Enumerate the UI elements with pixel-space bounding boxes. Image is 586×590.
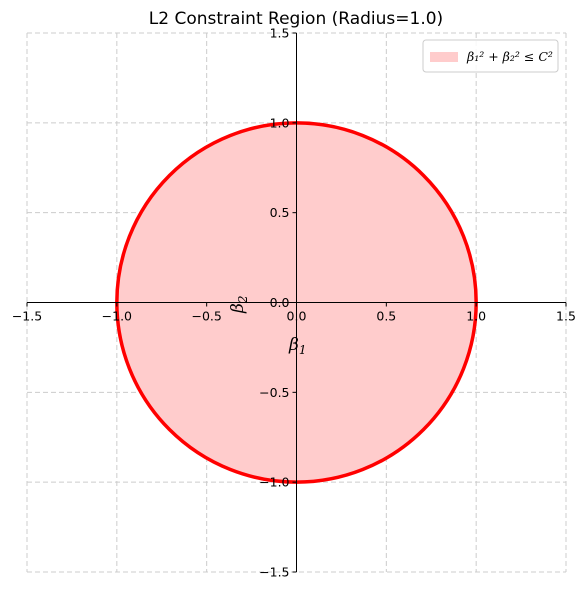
legend-frame <box>422 39 559 73</box>
y-tick-label: 1.5 <box>270 26 290 41</box>
y-axis-label-base: β <box>228 303 248 314</box>
x-axis-label: β1 <box>288 335 306 357</box>
x-tick-label: 0.0 <box>287 309 307 324</box>
chart-title: L2 Constraint Region (Radius=1.0) <box>149 9 443 29</box>
legend-label: β₁² + β₂² ≤ C² <box>466 49 553 64</box>
legend-swatch <box>430 52 458 62</box>
y-tick-label: −1.5 <box>259 565 289 580</box>
x-tick-label: 0.5 <box>376 309 396 324</box>
legend: β₁² + β₂² ≤ C² <box>422 39 559 73</box>
x-axis-label-sub: 1 <box>299 343 307 357</box>
y-tick-label: 0.5 <box>270 205 290 220</box>
x-tick-label: −1.5 <box>12 309 42 324</box>
y-tick-label: −0.5 <box>259 385 289 400</box>
y-tick-label: 0.0 <box>270 295 290 310</box>
y-tick-label: −1.0 <box>259 475 289 490</box>
tick-layer: −1.5 −1.0 −0.5 0.0 0.5 1.0 1.5 −1.5 −1.0 −0.5 0.0 0… <box>12 26 576 580</box>
x-tick-label: 1.5 <box>556 309 576 324</box>
y-axis-label-sub: 2 <box>236 296 250 305</box>
y-axis-label: β2 <box>228 296 250 314</box>
x-tick-label: 1.0 <box>466 309 486 324</box>
y-tick-label: 1.0 <box>270 115 290 130</box>
x-axis-label-base: β <box>288 335 299 355</box>
x-tick-label: −0.5 <box>191 309 221 324</box>
x-tick-label: −1.0 <box>102 309 132 324</box>
